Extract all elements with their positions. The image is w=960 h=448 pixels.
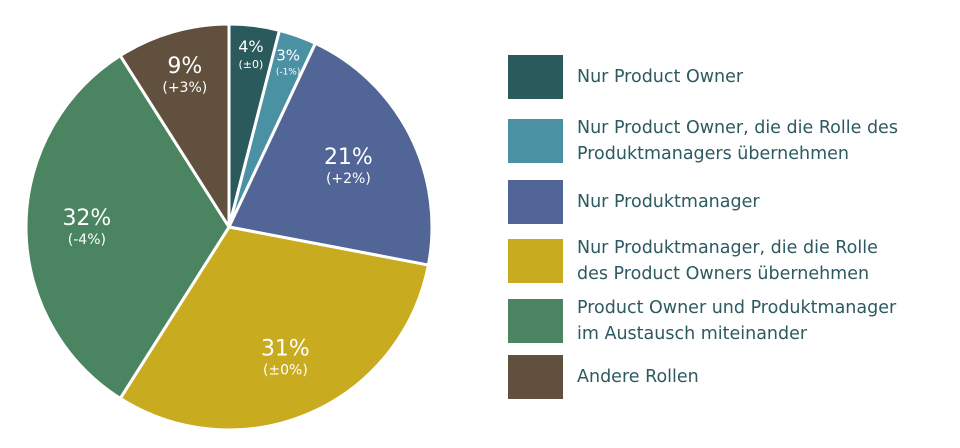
legend-swatch: [508, 239, 563, 283]
legend-label-line: Nur Product Owner, die die Rolle des: [577, 118, 898, 138]
legend-swatch: [508, 180, 563, 224]
slice-percent-label: 32%: [62, 206, 111, 231]
legend-label: Andere Rollen: [577, 364, 937, 390]
legend-swatch: [508, 355, 563, 399]
legend-item: Product Owner und Produktmanager im Austa…: [508, 295, 937, 347]
slice-change-label: (±0): [238, 58, 263, 71]
slice-change-label: (+2%): [326, 171, 371, 187]
slice-change-label: (-1%): [276, 68, 301, 78]
legend-label-line: Nur Product Owner: [577, 67, 744, 87]
slice-percent-label: 3%: [276, 47, 300, 65]
slice-percent-label: 9%: [167, 54, 202, 79]
legend-item: Nur Produktmanager, die die Rolle des Pro…: [508, 235, 937, 287]
pie-slice: [24, 54, 231, 400]
legend-swatch: [508, 299, 563, 343]
slice-percent-label: 21%: [324, 145, 373, 170]
legend-label-line: Nur Produktmanager, die die Rolle: [577, 238, 878, 258]
legend-swatch: [508, 119, 563, 163]
slice-percent-label: 31%: [261, 336, 310, 361]
legend-label-line: Andere Rollen: [577, 367, 699, 387]
legend-label: Product Owner und Produktmanager im Austa…: [577, 295, 937, 347]
legend-label-line: des Product Owners übernehmen: [577, 264, 870, 284]
slice-change-label: (+3%): [162, 80, 207, 96]
legend-label: Nur Produktmanager, die die Rolle des Pro…: [577, 235, 937, 287]
pie-chart: 4% (±0) 3% (-1%) 21%(+2%) 31%(±0%) 32%(-4%) 9%(…: [24, 22, 434, 432]
legend-label-line: im Austausch miteinander: [577, 324, 808, 344]
legend-label: Nur Produktmanager: [577, 189, 937, 215]
legend-swatch: [508, 55, 563, 99]
slice-percent-label: 4%: [238, 37, 263, 56]
slice-change-label: (-4%): [68, 232, 106, 248]
legend-label: Nur Product Owner, die die Rolle des Prod…: [577, 115, 937, 167]
legend-label-line: Produktmanagers übernehmen: [577, 144, 850, 164]
pie-slice: [227, 41, 434, 267]
slice-change-label: (±0%): [263, 362, 308, 378]
legend-item: Andere Rollen: [508, 355, 937, 399]
legend-label-line: Product Owner und Produktmanager: [577, 298, 897, 318]
legend-item: Nur Product Owner: [508, 55, 937, 99]
legend-label: Nur Product Owner: [577, 64, 937, 90]
legend-label-line: Nur Produktmanager: [577, 192, 760, 212]
legend-item: Nur Produktmanager: [508, 180, 937, 224]
legend-item: Nur Product Owner, die die Rolle des Prod…: [508, 115, 937, 167]
pie-slice: [118, 22, 231, 229]
